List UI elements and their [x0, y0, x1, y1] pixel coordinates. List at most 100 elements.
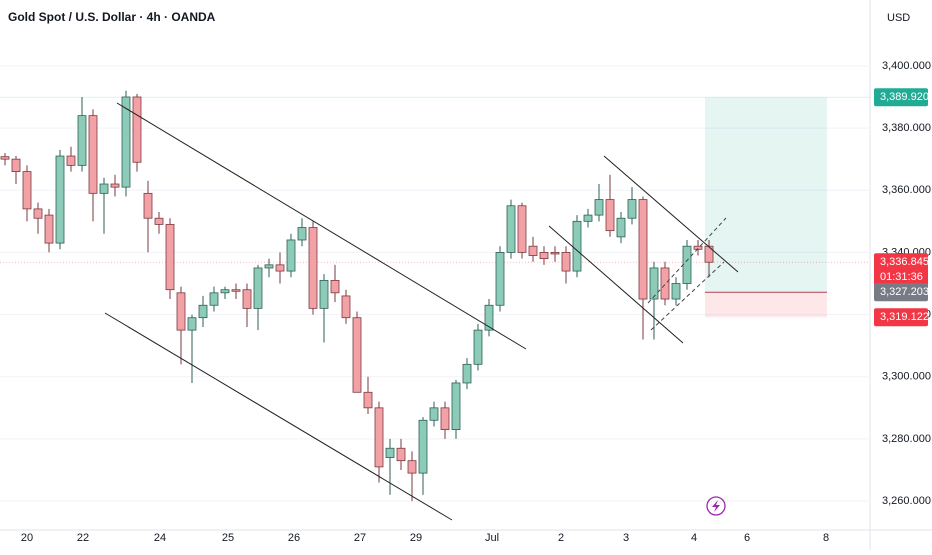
dashed-channel [650, 261, 725, 331]
candle-body [451, 382, 461, 430]
x-tick-label: 26 [288, 532, 300, 544]
y-tick-label: 3,300.000 [882, 371, 931, 383]
grid [0, 65, 870, 502]
price-tag [874, 283, 928, 302]
candle-body [132, 96, 142, 163]
candle-body [77, 115, 87, 166]
x-tick-label: 20 [21, 532, 33, 544]
candle-body [44, 214, 54, 244]
candle-body [418, 419, 428, 474]
candle-body [682, 245, 692, 284]
price-tag-label: 3,327.203 [880, 286, 929, 298]
candle-body [649, 267, 659, 300]
alert-icon[interactable] [706, 496, 726, 516]
candle-body [66, 155, 76, 166]
x-tick-label: 27 [354, 532, 366, 544]
candle-body [495, 252, 505, 306]
candle-body [583, 214, 593, 222]
candle-body [121, 96, 131, 188]
candle-body [605, 199, 615, 232]
candle-body [22, 171, 32, 210]
alert-bolt[interactable] [712, 500, 720, 512]
trendlines [104, 102, 739, 521]
candle-body [594, 199, 604, 216]
trendline [548, 225, 684, 344]
candle-body [0, 156, 10, 160]
trendline [603, 155, 739, 273]
candle-body [550, 252, 560, 255]
candle-body [693, 245, 703, 250]
candle-body [429, 407, 439, 421]
candle-body [286, 239, 296, 272]
candle-body [231, 289, 241, 292]
candle-body [319, 279, 329, 309]
price-tag-label: 3,319.122 [880, 311, 929, 323]
candle-body [704, 245, 714, 263]
price-tags: 3,389.920 3,336.845 01:31:36 3,327.203 3,319… [874, 88, 929, 327]
candle-body [517, 205, 527, 253]
price-tag [874, 308, 928, 327]
position-zones [0, 96, 870, 318]
candle-body [539, 252, 549, 260]
x-tick-label: 3 [623, 532, 629, 544]
candle-body [143, 192, 153, 219]
y-tick-label: 3,260.000 [882, 495, 931, 507]
price-tag-label: 3,336.845 [880, 256, 929, 268]
trendline [116, 102, 527, 350]
candle-body [33, 208, 43, 219]
candle-body [297, 227, 307, 241]
candle-body [572, 220, 582, 272]
candle-body [198, 304, 208, 319]
x-tick-label: 22 [77, 532, 89, 544]
candle-body [638, 199, 648, 300]
price-tag-label: 3,389.920 [880, 91, 929, 103]
stop-zone [705, 292, 827, 318]
price-tag [874, 88, 928, 107]
y-tick-label: 3,360.000 [882, 184, 931, 196]
candle-body [473, 329, 483, 365]
chart-title: Gold Spot / U.S. Dollar · 4h · OANDA [8, 10, 216, 24]
y-tick-label: 3,380.000 [882, 122, 931, 134]
candle-body [385, 447, 395, 458]
candle-body [187, 317, 197, 331]
candle-body [176, 292, 186, 331]
candle-body [440, 407, 450, 430]
candle-body [99, 183, 109, 194]
candle-body [275, 264, 285, 272]
candle-body [55, 155, 65, 244]
candle-body [627, 199, 637, 219]
candle-body [506, 205, 516, 253]
candle-body [220, 289, 230, 294]
candle-body [209, 292, 219, 306]
x-tick-label: 6 [744, 532, 750, 544]
candle-body [660, 267, 670, 300]
candle-body [154, 217, 164, 225]
candle-body [341, 295, 351, 319]
x-tick-label: 25 [222, 532, 234, 544]
candle-body [484, 304, 494, 331]
candle-body [308, 227, 318, 309]
candle-body [264, 264, 274, 269]
y-tick-label: 3,400.000 [882, 60, 931, 72]
candle-body [671, 283, 681, 300]
x-tick-label: 4 [691, 532, 697, 544]
price-tag [874, 253, 928, 286]
x-tick-label: 8 [823, 532, 829, 544]
currency[interactable]: USD [887, 12, 910, 24]
time-axis: 20 22 24 25 26 27 29 Jul 2 3 4 6 8 [21, 532, 829, 544]
candle-body [242, 289, 252, 309]
x-tick-label: 29 [410, 532, 422, 544]
alert-circle[interactable] [706, 496, 726, 516]
candle-body [374, 407, 384, 468]
trendline [104, 312, 453, 521]
candle-body [396, 447, 406, 462]
dashed-channel [647, 217, 727, 304]
x-tick-label: Jul [485, 532, 499, 544]
candle-body [462, 363, 472, 384]
candle-body [165, 224, 175, 291]
candle-body [407, 460, 417, 474]
candle-body [11, 158, 21, 172]
candles [0, 90, 714, 502]
